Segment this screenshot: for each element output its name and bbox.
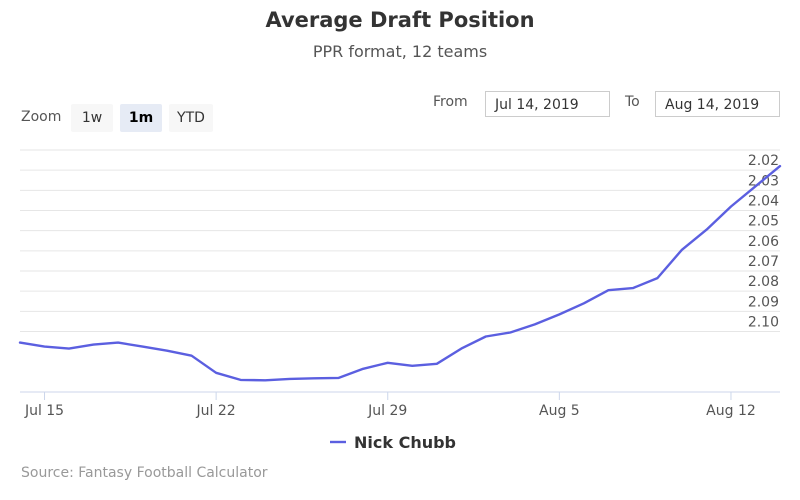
range-from-label: From xyxy=(433,94,468,110)
y-tick-label: 2.04 xyxy=(748,194,779,210)
x-tick-label: Jul 22 xyxy=(196,403,236,419)
y-tick-label: 2.06 xyxy=(748,234,779,250)
x-tick-label: Jul 29 xyxy=(367,403,407,419)
range-to-input[interactable]: Aug 14, 2019 xyxy=(655,91,780,117)
legend-label: Nick Chubb xyxy=(354,433,456,452)
source-credit: Source: Fantasy Football Calculator xyxy=(21,465,268,481)
y-tick-label: 2.02 xyxy=(748,153,779,169)
range-from-input[interactable]: Jul 14, 2019 xyxy=(485,91,610,117)
y-tick-label: 2.09 xyxy=(748,294,779,310)
y-tick-label: 2.05 xyxy=(748,214,779,230)
range-to-label: To xyxy=(625,94,640,110)
y-tick-label: 2.07 xyxy=(748,254,779,270)
series-line-nick-chubb xyxy=(18,164,782,382)
zoom-1w-button[interactable]: 1w xyxy=(71,104,113,132)
zoom-label: Zoom xyxy=(21,109,62,125)
x-tick-label: Jul 15 xyxy=(24,403,64,419)
x-tick-label: Aug 5 xyxy=(539,403,580,419)
y-tick-label: 2.03 xyxy=(748,173,779,189)
zoom-1m-button[interactable]: 1m xyxy=(120,104,162,132)
y-tick-label: 2.08 xyxy=(748,274,779,290)
chart-subtitle: PPR format, 12 teams xyxy=(312,42,488,61)
zoom-ytd-button[interactable]: YTD xyxy=(169,104,213,132)
y-tick-label: 2.10 xyxy=(748,315,779,331)
chart-title: Average Draft Position xyxy=(265,8,535,32)
x-tick-label: Aug 12 xyxy=(706,403,756,419)
